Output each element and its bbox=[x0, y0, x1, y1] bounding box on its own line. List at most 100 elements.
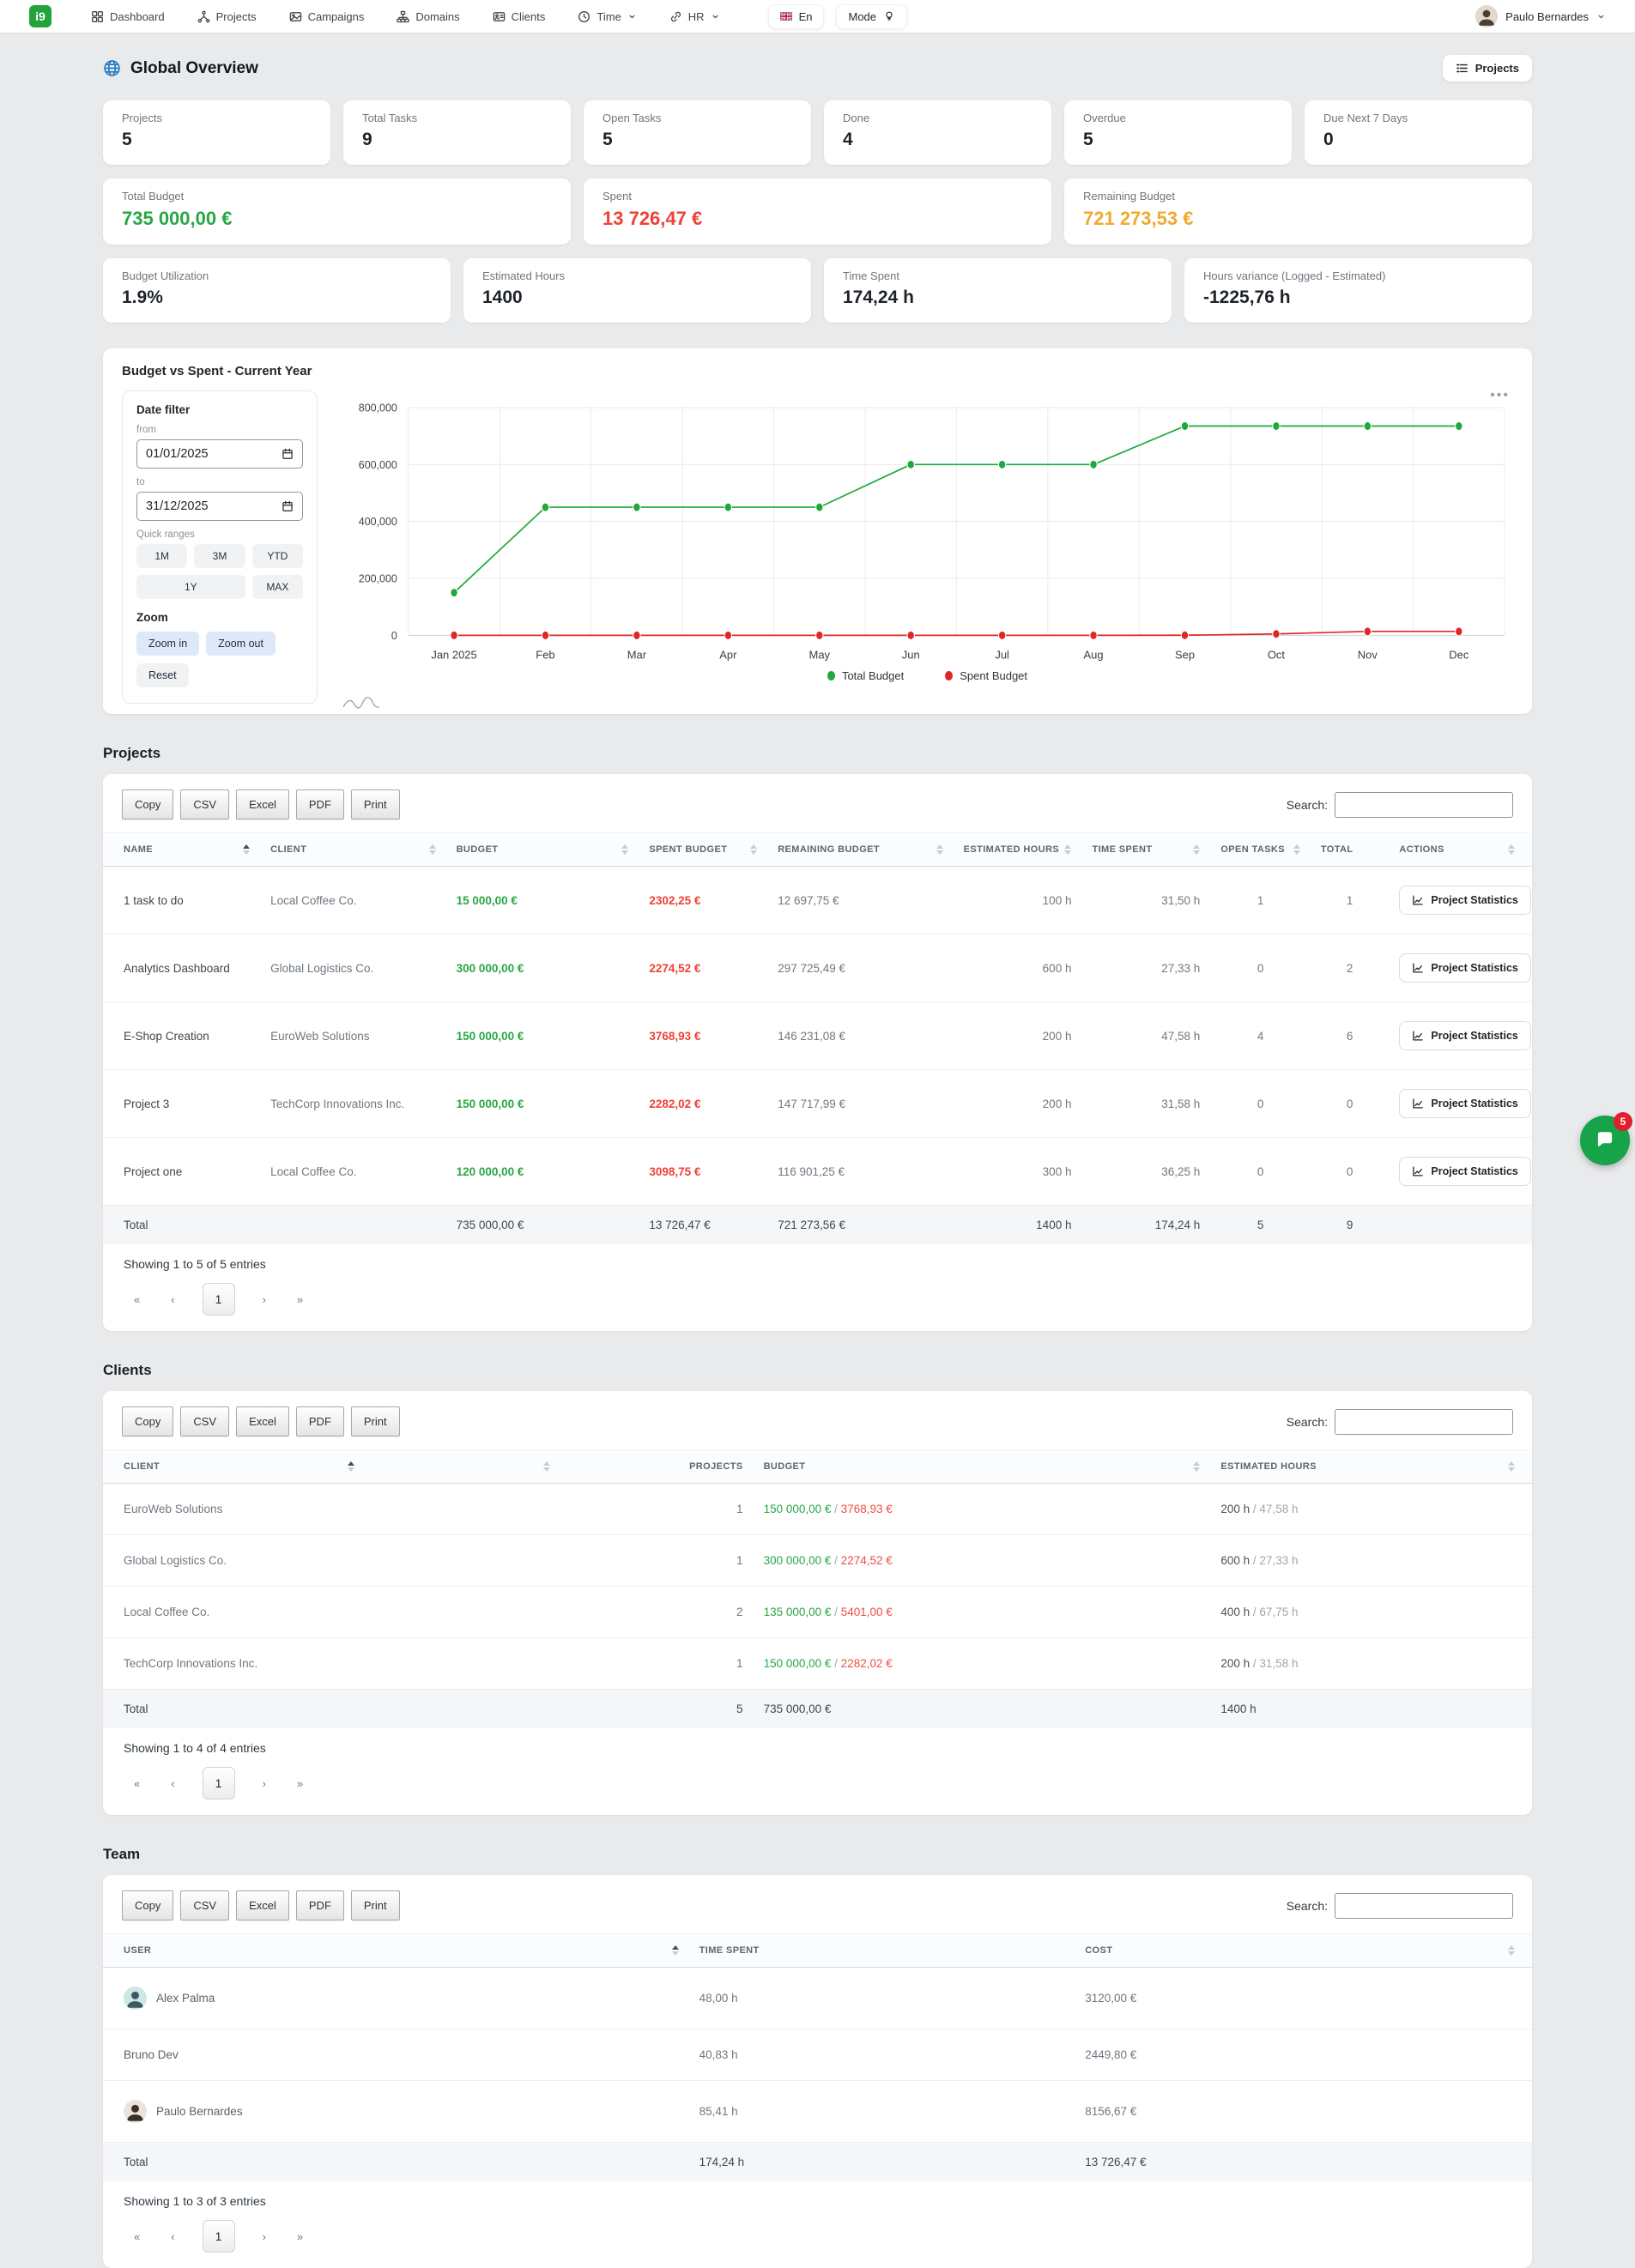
quick-range-3m-button[interactable]: 3M bbox=[194, 544, 245, 568]
prev-page-button[interactable]: ‹ bbox=[167, 1774, 178, 1793]
sort-icon[interactable] bbox=[542, 1461, 550, 1472]
sort-icon[interactable] bbox=[428, 844, 436, 855]
quick-range-ytd-button[interactable]: YTD bbox=[251, 544, 303, 568]
quick-range-1m-button[interactable]: 1M bbox=[136, 544, 188, 568]
client-projects: 1 bbox=[560, 1534, 754, 1587]
project-statistics-button[interactable]: Project Statistics bbox=[1399, 953, 1531, 983]
project-statistics-button[interactable]: Project Statistics bbox=[1399, 1021, 1531, 1050]
date-to-input[interactable]: 31/12/2025 bbox=[136, 492, 303, 521]
project-row[interactable]: Project 3 TechCorp Innovations Inc. 150 … bbox=[103, 1069, 1532, 1138]
sort-icon[interactable] bbox=[1193, 844, 1201, 855]
export-csv-button[interactable]: CSV bbox=[180, 1890, 230, 1920]
chart-menu-icon[interactable]: ••• bbox=[1490, 388, 1510, 402]
zoom-out-button[interactable]: Zoom out bbox=[206, 632, 276, 656]
user-menu[interactable]: Paulo Bernardes bbox=[1475, 5, 1606, 27]
sort-icon[interactable] bbox=[348, 1461, 355, 1472]
stat-value: -1225,76 h bbox=[1203, 287, 1291, 307]
stat-label: Open Tasks bbox=[603, 112, 662, 124]
project-row[interactable]: Analytics Dashboard Global Logistics Co.… bbox=[103, 934, 1532, 1002]
client-row[interactable]: EuroWeb Solutions 1 150 000,00 € / 3768,… bbox=[103, 1483, 1532, 1535]
clients-search-input[interactable] bbox=[1335, 1408, 1513, 1435]
last-page-button[interactable]: » bbox=[294, 1290, 306, 1309]
project-statistics-button[interactable]: Project Statistics bbox=[1399, 886, 1531, 915]
export-copy-button[interactable]: Copy bbox=[122, 789, 174, 820]
export-csv-button[interactable]: CSV bbox=[180, 789, 230, 820]
project-statistics-button[interactable]: Project Statistics bbox=[1399, 1157, 1531, 1186]
stat-card-total-tasks: Total Tasks 9 bbox=[343, 100, 571, 165]
quick-range-1y-button[interactable]: 1Y bbox=[136, 575, 245, 599]
sort-icon[interactable] bbox=[621, 844, 629, 855]
next-page-button[interactable]: › bbox=[259, 1290, 269, 1309]
export-pdf-button[interactable]: PDF bbox=[295, 1890, 344, 1920]
nav-item-clients[interactable]: Clients bbox=[493, 10, 545, 23]
legend-total-budget[interactable]: Total Budget bbox=[827, 669, 904, 682]
export-print-button[interactable]: Print bbox=[350, 1406, 400, 1436]
last-page-button[interactable]: » bbox=[294, 2227, 306, 2247]
nav-item-dashboard[interactable]: Dashboard bbox=[91, 10, 165, 23]
export-copy-button[interactable]: Copy bbox=[122, 1406, 174, 1436]
nav-item-time[interactable]: Time bbox=[578, 10, 636, 23]
prev-page-button[interactable]: ‹ bbox=[167, 1290, 178, 1309]
language-button[interactable]: En bbox=[767, 3, 825, 29]
team-row[interactable]: Paulo Bernardes 85,41 h 8156,67 € bbox=[103, 2080, 1532, 2143]
nav-item-campaigns[interactable]: Campaigns bbox=[289, 10, 364, 23]
project-row[interactable]: E-Shop Creation EuroWeb Solutions 150 00… bbox=[103, 1001, 1532, 1070]
sort-icon[interactable] bbox=[1508, 844, 1515, 855]
chat-button[interactable]: 5 bbox=[1580, 1112, 1632, 1165]
export-excel-button[interactable]: Excel bbox=[236, 1406, 289, 1436]
export-copy-button[interactable]: Copy bbox=[122, 1890, 174, 1920]
team-search-input[interactable] bbox=[1335, 1892, 1513, 1919]
nav-item-hr[interactable]: HR bbox=[669, 10, 720, 23]
project-row[interactable]: Project one Local Coffee Co. 120 000,00 … bbox=[103, 1137, 1532, 1206]
zoom-in-button[interactable]: Zoom in bbox=[136, 632, 200, 656]
page-1-button[interactable]: 1 bbox=[202, 1283, 235, 1315]
sort-icon[interactable] bbox=[1508, 1461, 1515, 1472]
mode-button[interactable]: Mode bbox=[836, 3, 908, 29]
export-print-button[interactable]: Print bbox=[350, 1890, 400, 1920]
last-page-button[interactable]: » bbox=[294, 1774, 306, 1793]
project-statistics-button[interactable]: Project Statistics bbox=[1399, 1089, 1531, 1118]
export-print-button[interactable]: Print bbox=[350, 789, 400, 820]
export-pdf-button[interactable]: PDF bbox=[295, 789, 344, 820]
project-estimated-hours: 100 h bbox=[953, 866, 1082, 934]
first-page-button[interactable]: « bbox=[130, 1290, 143, 1309]
client-row[interactable]: TechCorp Innovations Inc. 1 150 000,00 €… bbox=[103, 1637, 1532, 1690]
nav-item-domains[interactable]: Domains bbox=[397, 10, 460, 23]
sort-icon[interactable] bbox=[1293, 844, 1300, 855]
project-budget: 150 000,00 € bbox=[445, 1069, 639, 1138]
page-1-button[interactable]: 1 bbox=[202, 1767, 235, 1799]
export-csv-button[interactable]: CSV bbox=[180, 1406, 230, 1436]
export-pdf-button[interactable]: PDF bbox=[295, 1406, 344, 1436]
client-row[interactable]: Global Logistics Co. 1 300 000,00 € / 22… bbox=[103, 1534, 1532, 1587]
first-page-button[interactable]: « bbox=[130, 2227, 143, 2247]
app-logo[interactable]: i9 bbox=[29, 5, 51, 27]
legend-spent-budget[interactable]: Spent Budget bbox=[945, 669, 1027, 682]
first-page-button[interactable]: « bbox=[130, 1774, 143, 1793]
sort-icon[interactable] bbox=[1508, 1945, 1515, 1956]
sort-icon[interactable] bbox=[243, 844, 251, 855]
next-page-button[interactable]: › bbox=[259, 2227, 269, 2247]
sort-icon[interactable] bbox=[1193, 1461, 1201, 1472]
export-excel-button[interactable]: Excel bbox=[236, 789, 289, 820]
client-row[interactable]: Local Coffee Co. 2 135 000,00 € / 5401,0… bbox=[103, 1586, 1532, 1638]
projects-search-input[interactable] bbox=[1335, 791, 1513, 818]
sort-icon[interactable] bbox=[1064, 844, 1072, 855]
date-from-input[interactable]: 01/01/2025 bbox=[136, 439, 303, 469]
quick-range-max-button[interactable]: MAX bbox=[251, 575, 303, 599]
chart-navigator-icon[interactable] bbox=[342, 695, 381, 709]
page-1-button[interactable]: 1 bbox=[202, 2220, 235, 2253]
projects-shortcut-button[interactable]: Projects bbox=[1442, 55, 1532, 82]
reset-zoom-button[interactable]: Reset bbox=[136, 663, 189, 687]
nav-item-projects[interactable]: Projects bbox=[197, 10, 257, 23]
stat-label: Hours variance (Logged - Estimated) bbox=[1203, 269, 1386, 282]
export-excel-button[interactable]: Excel bbox=[236, 1890, 289, 1920]
sort-icon[interactable] bbox=[750, 844, 758, 855]
next-page-button[interactable]: › bbox=[259, 1774, 269, 1793]
svg-text:May: May bbox=[809, 648, 831, 661]
sort-icon[interactable] bbox=[671, 1945, 679, 1956]
team-row[interactable]: Bruno Dev 40,83 h 2449,80 € bbox=[103, 2029, 1532, 2081]
sort-icon[interactable] bbox=[936, 844, 943, 855]
prev-page-button[interactable]: ‹ bbox=[167, 2227, 178, 2247]
team-row[interactable]: Alex Palma 48,00 h 3120,00 € bbox=[103, 1967, 1532, 2029]
project-row[interactable]: 1 task to do Local Coffee Co. 15 000,00 … bbox=[103, 866, 1532, 934]
